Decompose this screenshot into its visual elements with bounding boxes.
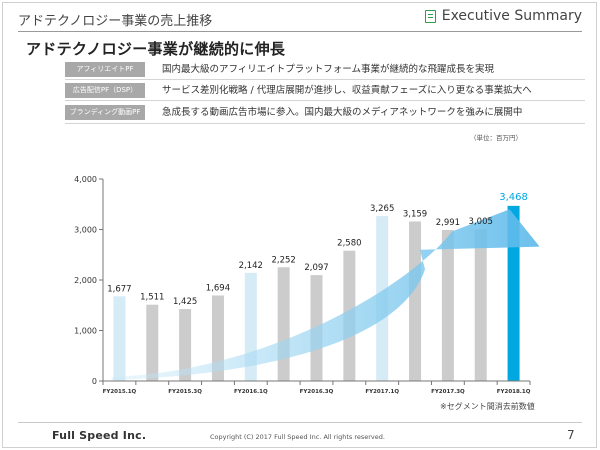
row-text: サービス差別化戦略 / 代理店展開が進捗し、収益貢献フェーズに入り更なる事業拡大… <box>162 85 532 96</box>
unit-note: （単位：百万円） <box>470 134 522 142</box>
value-label: 2,580 <box>337 239 361 249</box>
page-number: 7 <box>567 428 575 442</box>
bar-FY2015.4Q <box>211 295 224 381</box>
row-label: ブランディング動画PF <box>65 105 145 120</box>
bar-FY2015.2Q <box>146 304 159 381</box>
x-tick-label: FY2015.1Q <box>103 389 137 395</box>
business-row-affiliate: アフィリエイトPF 国内最大級のアフィリエイトプラットフォーム事業が継続的な飛躍… <box>65 62 585 77</box>
value-label: 1,511 <box>140 293 164 303</box>
section-label: Executive Summary <box>441 8 582 24</box>
value-label: 2,991 <box>436 218 460 228</box>
growth-arrow <box>111 209 540 380</box>
company-logo: Full Speed Inc. <box>52 429 147 442</box>
x-tick-label: FY2017.1Q <box>365 389 399 395</box>
x-tick-label: FY2015.3Q <box>168 389 202 395</box>
page-title: アドテクノロジー事業の売上推移 <box>18 14 213 29</box>
footnote: ※セグメント間消去前数値 <box>440 402 535 411</box>
row-label: アフィリエイトPF <box>65 62 145 77</box>
bar-FY2017.3Q <box>441 229 454 381</box>
value-label: 3,005 <box>469 217 493 227</box>
bar-FY2018.1Q <box>507 205 520 381</box>
value-label: 2,252 <box>271 255 295 265</box>
checklist-icon <box>424 9 436 23</box>
value-label: 3,265 <box>370 204 394 214</box>
value-label: 2,142 <box>239 261 263 271</box>
y-tick-label: 4,000 <box>74 175 97 184</box>
section-indicator: Executive Summary <box>424 8 582 24</box>
y-tick-label: 0 <box>92 377 97 386</box>
bar-FY2016.2Q <box>277 267 290 381</box>
row-divider <box>65 100 585 101</box>
x-tick-label: FY2017.3Q <box>431 389 465 395</box>
x-tick-label: FY2016.1Q <box>234 389 268 395</box>
bar-FY2016.1Q <box>244 272 257 381</box>
value-label: 1,694 <box>206 283 230 293</box>
header-divider <box>18 31 582 32</box>
bar-FY2015.3Q <box>179 309 192 381</box>
copyright: Copyright (C) 2017 Full Speed Inc. All r… <box>210 433 385 441</box>
value-label: 3,468 <box>499 192 528 203</box>
value-label: 3,159 <box>403 209 427 219</box>
bar-FY2015.1Q <box>113 296 126 381</box>
value-label: 1,677 <box>107 284 131 294</box>
business-row-dsp: 広告配信PF（DSP） サービス差別化戦略 / 代理店展開が進捗し、収益貢献フェ… <box>65 83 585 98</box>
x-tick-label: FY2016.3Q <box>300 389 334 395</box>
main-headline: アドテクノロジー事業が継続的に伸長 <box>26 40 286 58</box>
value-label: 1,425 <box>173 297 197 307</box>
row-label: 広告配信PF（DSP） <box>65 83 145 98</box>
value-label: 2,097 <box>304 263 328 273</box>
business-row-video: ブランディング動画PF 急成長する動画広告市場に参入。国内最大級のメディアネット… <box>65 105 585 120</box>
y-tick-label: 3,000 <box>74 226 97 235</box>
row-divider <box>65 79 585 80</box>
y-tick-label: 2,000 <box>74 276 97 285</box>
footer-divider <box>18 422 582 423</box>
bar-FY2017.4Q <box>474 229 487 381</box>
row-text: 国内最大級のアフィリエイトプラットフォーム事業が継続的な飛躍成長を実現 <box>162 64 495 75</box>
row-text: 急成長する動画広告市場に参入。国内最大級のメディアネットワークを強みに展開中 <box>162 107 523 118</box>
x-tick-label: FY2018.1Q <box>497 389 531 395</box>
bar-FY2017.2Q <box>409 221 422 381</box>
row-divider <box>65 123 585 124</box>
y-tick-label: 1,000 <box>74 327 97 336</box>
header: アドテクノロジー事業の売上推移 Executive Summary <box>18 6 582 30</box>
